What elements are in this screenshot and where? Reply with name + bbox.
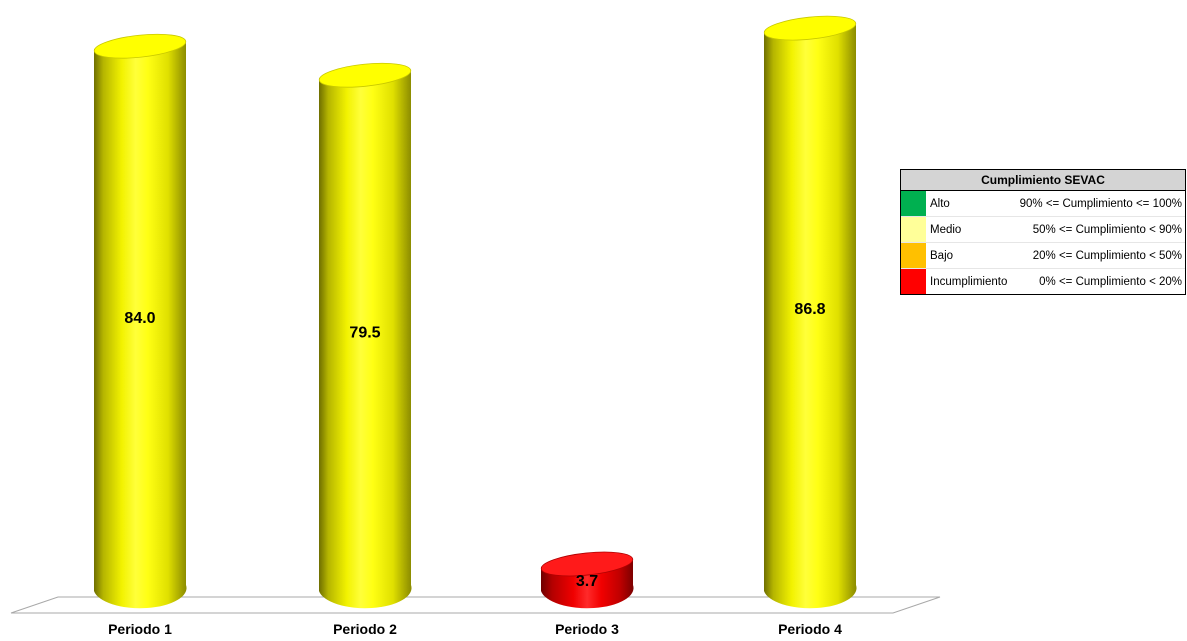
category-labels-layer: Periodo 1 Periodo 2 Periodo 3 Periodo 4	[108, 621, 842, 637]
bar-value-label: 79.5	[349, 325, 380, 342]
legend-item-range: 20% <= Cumplimiento < 50%	[1032, 249, 1182, 262]
bar-value-label: 84.0	[124, 310, 155, 327]
legend-item-name: Medio	[930, 223, 962, 236]
bar-top-cap	[93, 33, 187, 59]
legend-item-range: 90% <= Cumplimiento <= 100%	[1019, 197, 1182, 210]
bar-4	[763, 15, 857, 609]
bar-value-label: 86.8	[794, 301, 825, 318]
category-label: Periodo 3	[555, 621, 619, 637]
chart-floor	[10, 596, 941, 614]
legend-item-medio: Medio 50% <= Cumplimiento < 90%	[901, 216, 1185, 242]
category-label: Periodo 4	[778, 621, 842, 637]
legend-title: Cumplimiento SEVAC	[901, 170, 1185, 191]
bar-top-cap	[540, 551, 634, 577]
bars-layer	[93, 15, 857, 609]
value-labels-layer: 84.0 79.5 3.7 86.8	[124, 301, 825, 590]
bar-top-cap	[318, 62, 412, 88]
legend-item-range: 0% <= Cumplimiento < 20%	[1039, 275, 1182, 288]
category-label: Periodo 1	[108, 621, 172, 637]
legend-item-name: Alto	[930, 197, 950, 210]
legend-swatch-alto	[901, 191, 926, 216]
bar-3	[540, 551, 634, 609]
legend-item-incumplimiento: Incumplimiento 0% <= Cumplimiento < 20%	[901, 268, 1185, 294]
legend-item-name: Bajo	[930, 249, 954, 262]
bar-body	[319, 72, 412, 609]
bar-2	[318, 62, 412, 609]
legend-swatch-incumplimiento	[901, 269, 926, 294]
bar-value-label: 3.7	[576, 573, 598, 590]
bar-1	[93, 33, 187, 609]
legend-swatch-bajo	[901, 243, 926, 268]
legend: Cumplimiento SEVAC Alto 90% <= Cumplimie…	[900, 169, 1186, 295]
category-label: Periodo 2	[333, 621, 397, 637]
legend-item-name: Incumplimiento	[930, 275, 1008, 288]
legend-item-alto: Alto 90% <= Cumplimiento <= 100%	[901, 191, 1185, 216]
legend-item-range: 50% <= Cumplimiento < 90%	[1032, 223, 1182, 236]
bar-top-cap	[763, 15, 857, 41]
bar-body	[764, 25, 857, 609]
legend-item-bajo: Bajo 20% <= Cumplimiento < 50%	[901, 242, 1185, 268]
bar-body	[94, 43, 187, 609]
legend-swatch-medio	[901, 217, 926, 242]
